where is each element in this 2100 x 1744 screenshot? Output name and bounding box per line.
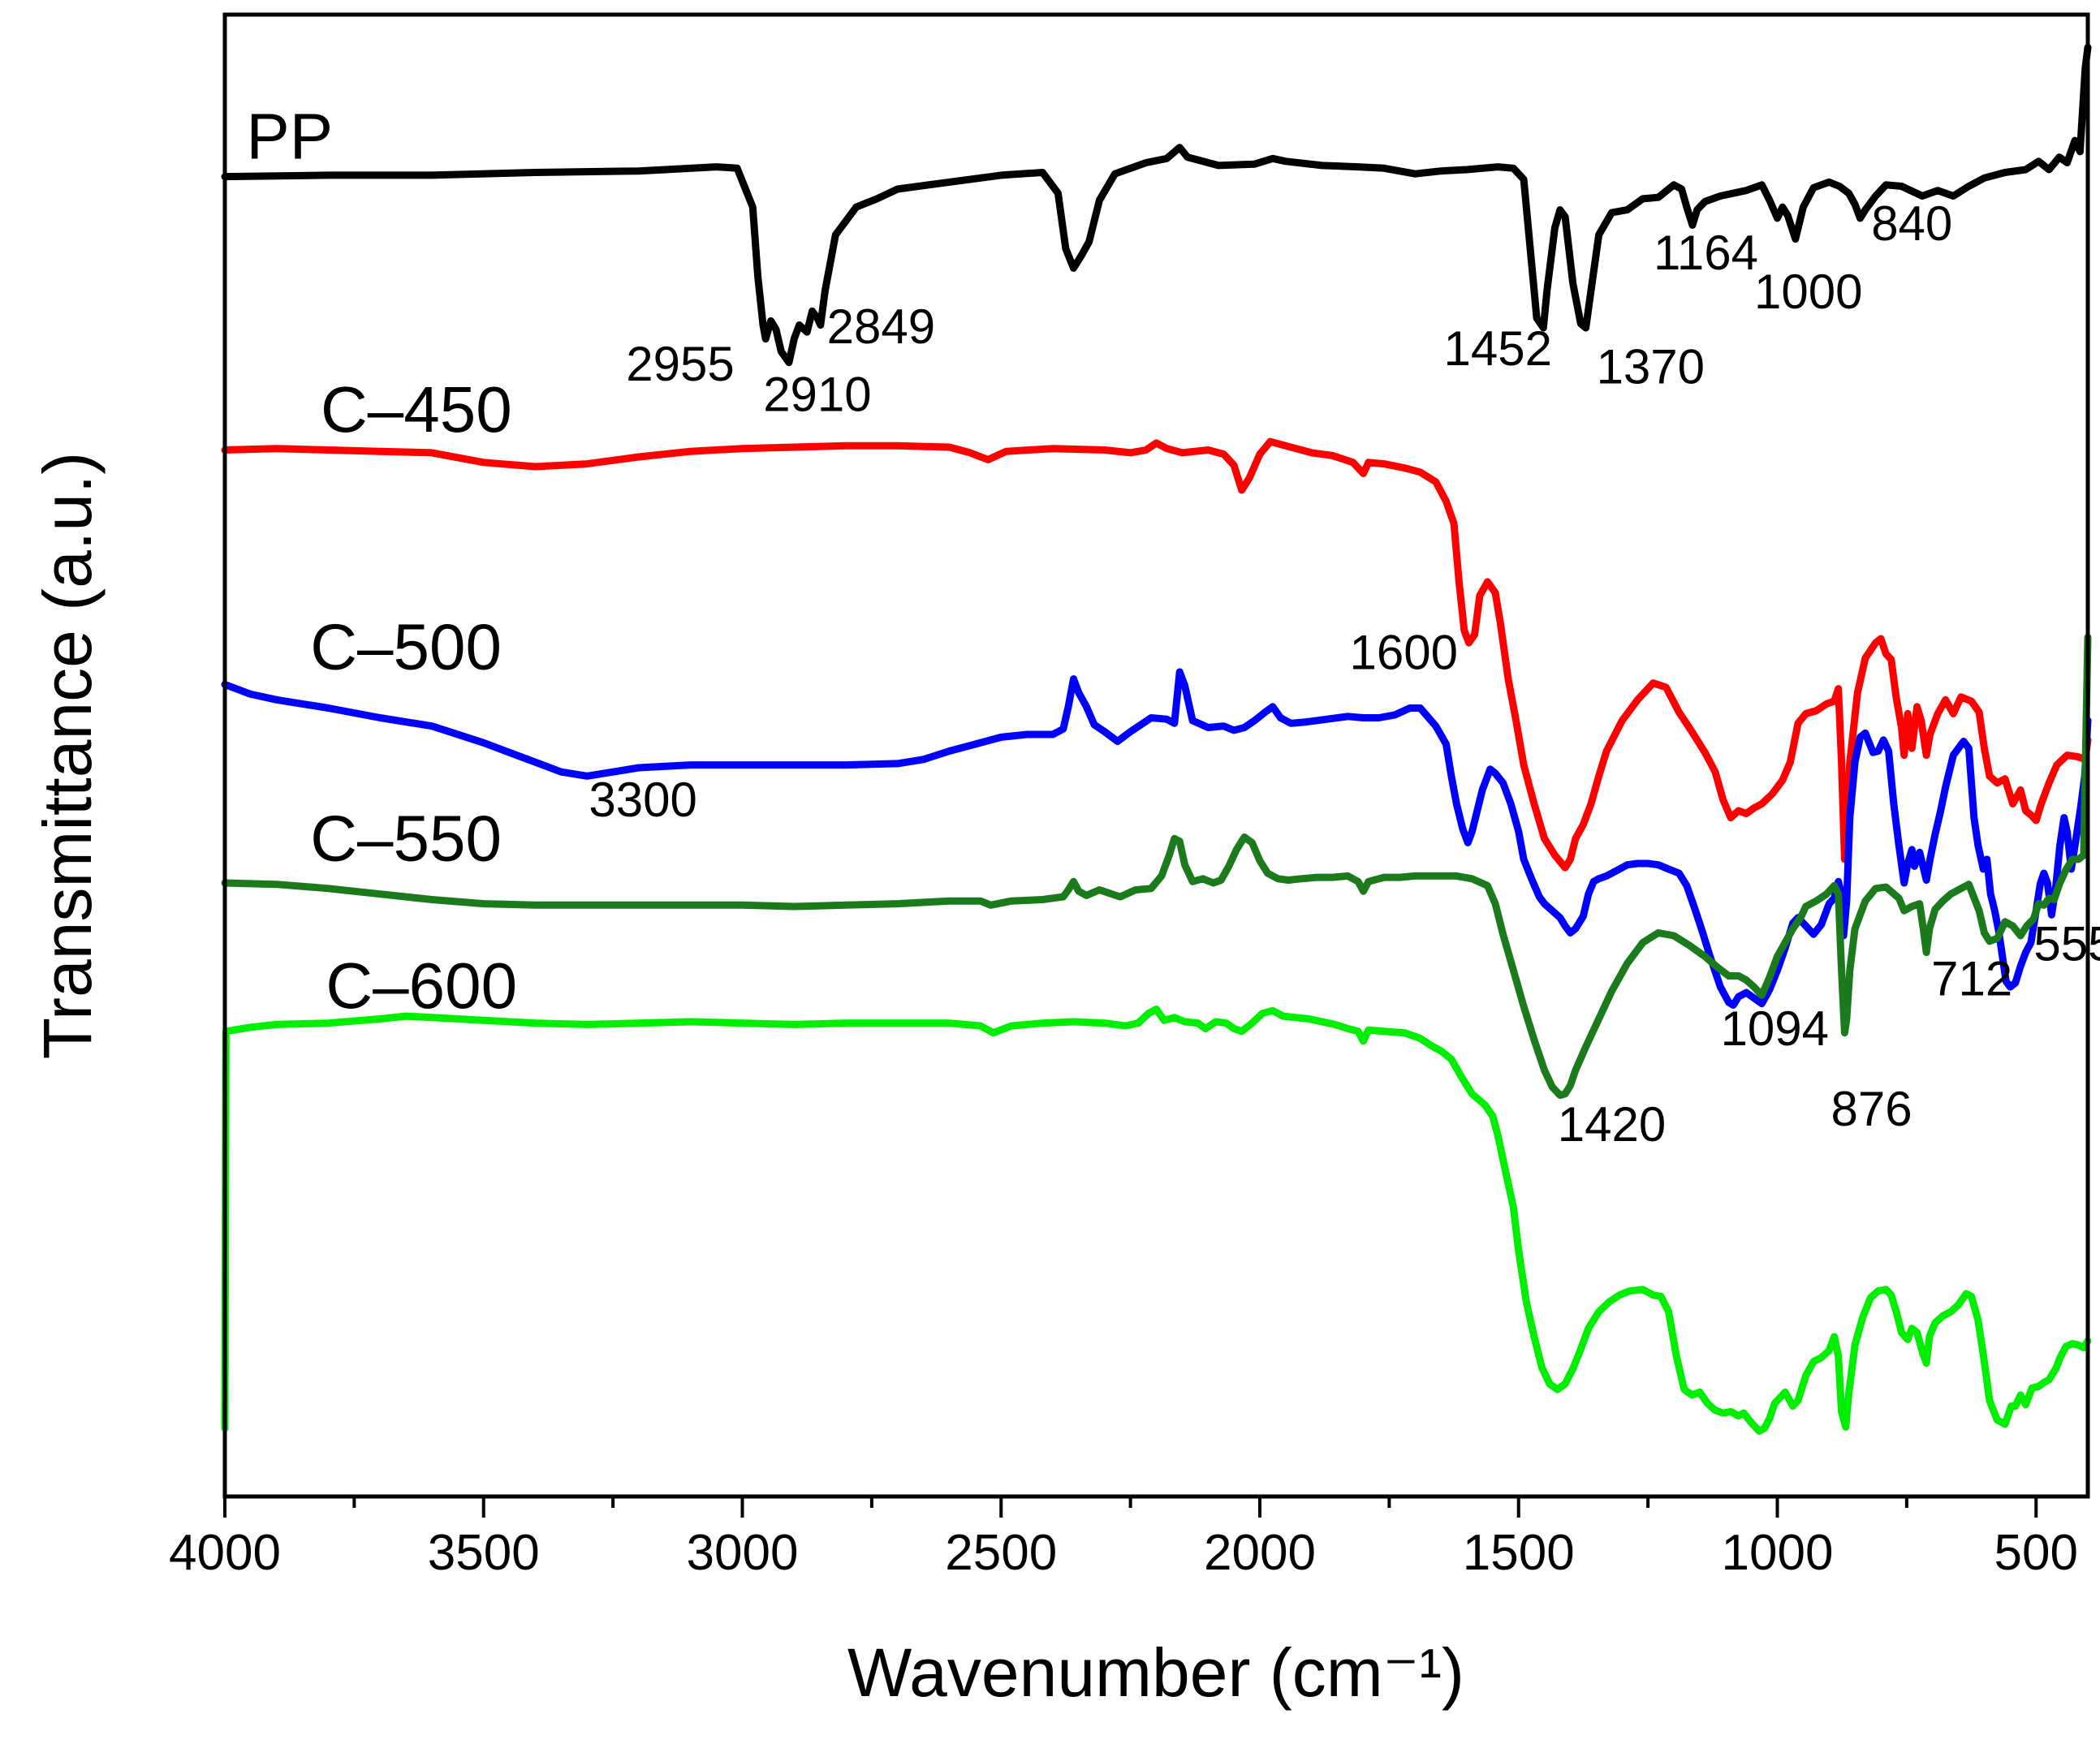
- x-tick-label-3000: 3000: [687, 1525, 799, 1581]
- peak-label-1420: 1420: [1558, 1097, 1666, 1152]
- x-tick-label-2000: 2000: [1204, 1525, 1316, 1581]
- plot-frame: [222, 12, 2090, 1499]
- peak-label-1094: 1094: [1721, 1001, 1829, 1056]
- series-line-c-500: [221, 668, 2092, 1009]
- peak-label-712: 712: [1931, 951, 2012, 1005]
- series-line-c-600: [221, 1005, 2092, 1435]
- series-labels: PP C–450 C–500 C–550 C–600: [246, 100, 517, 1022]
- x-tick-label-4000: 4000: [169, 1525, 281, 1581]
- peak-label-1370: 1370: [1597, 339, 1705, 394]
- series-line-c-550: [221, 633, 2092, 1100]
- peak-label-1600: 1600: [1349, 626, 1457, 680]
- series-label-pp: PP: [246, 100, 333, 172]
- x-tick-label-3500: 3500: [428, 1525, 540, 1581]
- peak-label-2910: 2910: [763, 368, 871, 422]
- series-label-c-500: C–500: [310, 611, 502, 683]
- peak-label-876: 876: [1830, 1082, 1912, 1136]
- peak-label-2955: 2955: [626, 337, 734, 391]
- x-tick-label-1000: 1000: [1722, 1525, 1834, 1581]
- series-label-c-600: C–600: [326, 950, 517, 1022]
- x-tick-label-500: 500: [1994, 1525, 2078, 1581]
- peak-label-840: 840: [1871, 196, 1952, 251]
- peak-label-555: 555: [2033, 917, 2100, 971]
- series-line-c-450: [221, 437, 2092, 872]
- x-tick-label-1500: 1500: [1463, 1525, 1575, 1581]
- x-axis-title: Wavenumber (cm⁻¹): [847, 1634, 1464, 1711]
- y-axis-title: Transmittance (a.u.): [29, 452, 106, 1059]
- peak-label-1452: 1452: [1444, 321, 1552, 376]
- x-axis-ticks: 4000 3500 3000 2500 2000 1500 1000 500: [169, 1496, 2078, 1581]
- peak-label-1000: 1000: [1754, 265, 1862, 319]
- series-label-c-550: C–550: [310, 803, 502, 875]
- peak-label-3300: 3300: [589, 773, 696, 827]
- series-line-pp: [221, 44, 2092, 367]
- peak-label-1164: 1164: [1654, 226, 1758, 280]
- series-label-c-450: C–450: [321, 373, 512, 446]
- x-tick-label-2500: 2500: [945, 1525, 1057, 1581]
- peak-label-2849: 2849: [827, 299, 935, 354]
- series-layer: [221, 44, 2092, 1435]
